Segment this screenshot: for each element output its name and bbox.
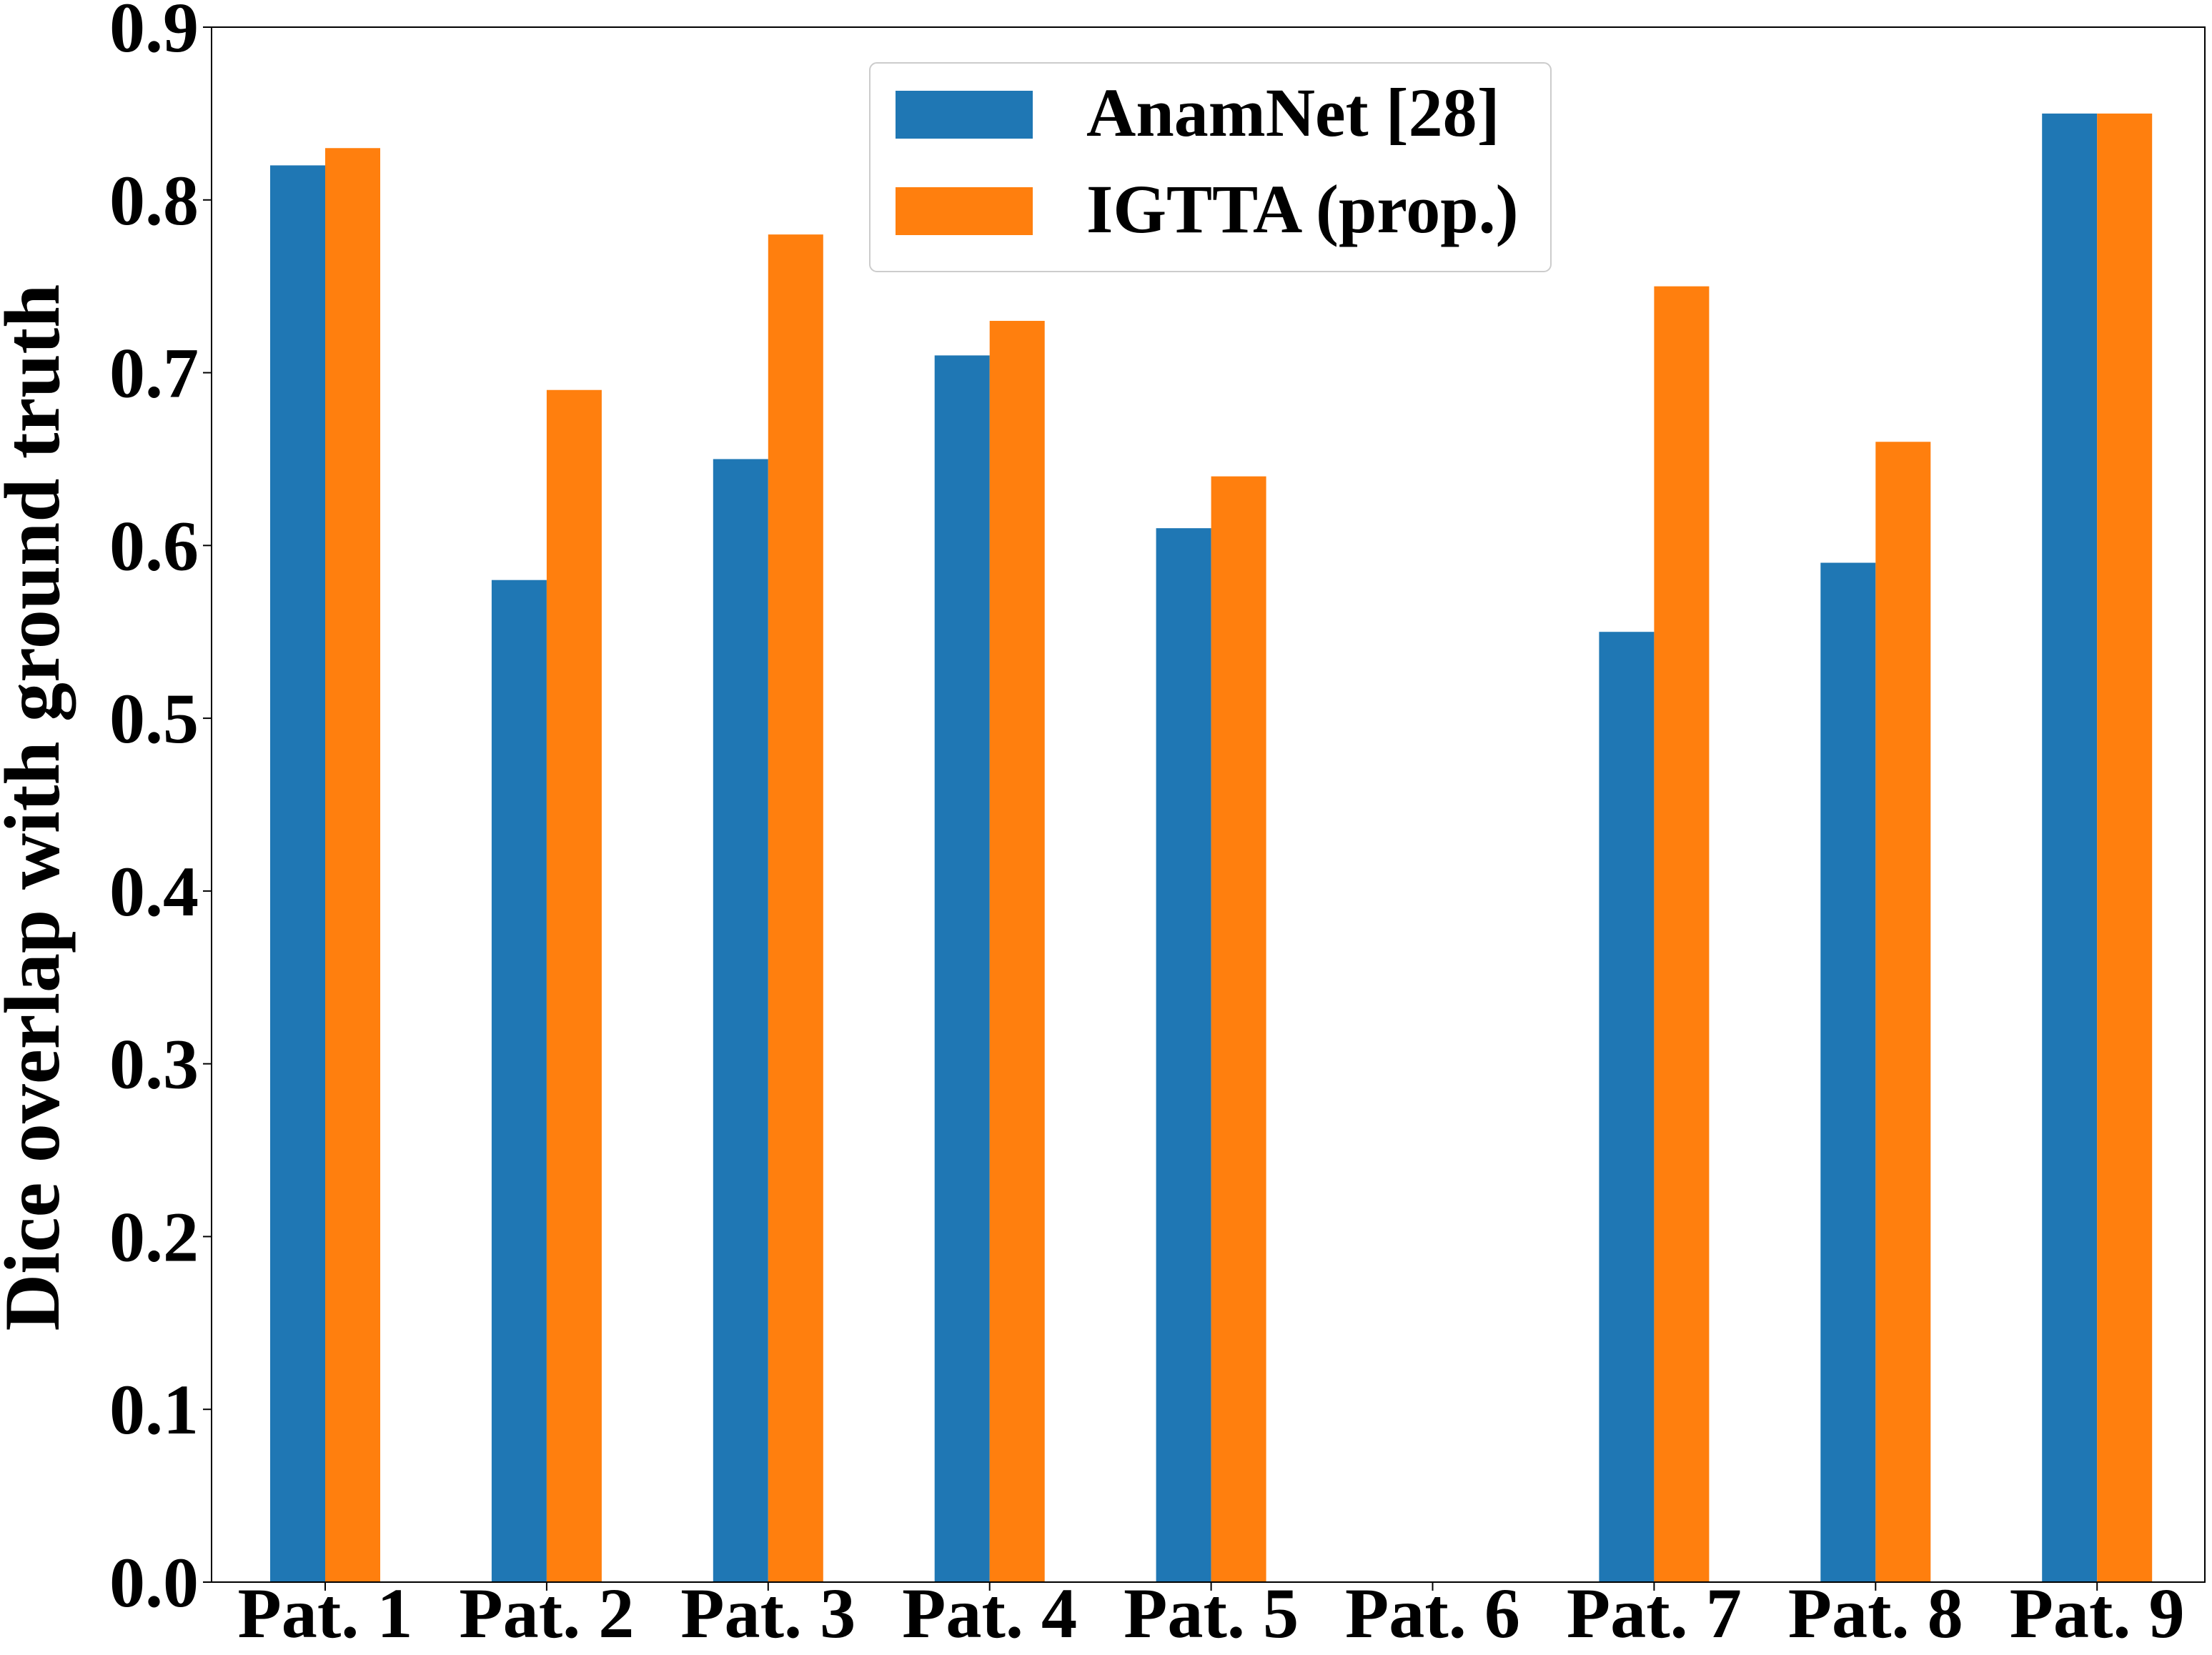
legend-label-anamnet: AnamNet [28] <box>1086 74 1500 151</box>
legend-swatch-igtta <box>896 187 1033 235</box>
bar-igtta-5 <box>1211 476 1266 1582</box>
y-axis-title: Dice overlap with ground truth <box>0 284 76 1331</box>
x-tick-label: Pat. 5 <box>1124 1574 1299 1653</box>
plot-frame <box>211 26 2206 1583</box>
y-tick-label: 0.4 <box>109 852 199 931</box>
y-tick-label: 0.5 <box>109 679 199 758</box>
bar-igtta-1 <box>325 148 380 1583</box>
bar-igtta-4 <box>989 321 1045 1582</box>
y-tick-label: 0.8 <box>109 161 199 240</box>
x-axis-ticks: Pat. 1 Pat. 2 Pat. 3 Pat. 4 Pat. 5 Pat. 6 Pat.… <box>238 1574 2185 1653</box>
x-tick-label: Pat. 4 <box>902 1574 1077 1653</box>
x-tick-label: Pat. 7 <box>1567 1574 1742 1653</box>
bar-igtta-9 <box>2097 113 2153 1582</box>
x-tick-label: Pat. 2 <box>459 1574 634 1653</box>
x-tick-label: Pat. 6 <box>1345 1574 1520 1653</box>
bar-anamnet-1 <box>270 165 325 1582</box>
bar-anamnet-9 <box>2042 113 2098 1582</box>
y-tick-label: 0.1 <box>109 1370 199 1449</box>
bar-anamnet-7 <box>1599 632 1655 1583</box>
y-tick-label: 0.0 <box>109 1543 199 1622</box>
bar-igtta-3 <box>768 234 823 1583</box>
bar-anamnet-2 <box>491 580 547 1582</box>
bar-igtta-7 <box>1654 286 1710 1583</box>
y-axis-ticks: 0.0 0.1 0.2 0.3 0.4 0.5 0.6 0.7 0.8 0.9 <box>109 0 212 1622</box>
legend-swatch-anamnet <box>896 91 1033 139</box>
legend: AnamNet [28] IGTTA (prop.) <box>869 62 1552 272</box>
y-tick-label: 0.6 <box>109 506 199 585</box>
bars-group <box>270 113 2153 1583</box>
x-tick-label: Pat. 8 <box>1788 1574 1963 1653</box>
bar-igtta-8 <box>1875 442 1931 1583</box>
legend-frame <box>869 62 1552 272</box>
bar-anamnet-3 <box>713 459 768 1582</box>
y-tick-label: 0.3 <box>109 1025 199 1104</box>
y-tick-label: 0.2 <box>109 1197 199 1276</box>
x-tick-label: Pat. 9 <box>2010 1574 2185 1653</box>
bar-igtta-2 <box>546 389 602 1582</box>
bar-anamnet-5 <box>1156 528 1211 1583</box>
bar-anamnet-4 <box>934 355 990 1582</box>
x-tick-label: Pat. 3 <box>680 1574 855 1653</box>
y-tick-label: 0.7 <box>109 334 199 413</box>
bar-anamnet-8 <box>1820 562 1876 1582</box>
x-tick-label: Pat. 1 <box>238 1574 413 1653</box>
legend-label-igtta: IGTTA (prop.) <box>1086 171 1519 247</box>
y-tick-label: 0.9 <box>109 0 199 67</box>
